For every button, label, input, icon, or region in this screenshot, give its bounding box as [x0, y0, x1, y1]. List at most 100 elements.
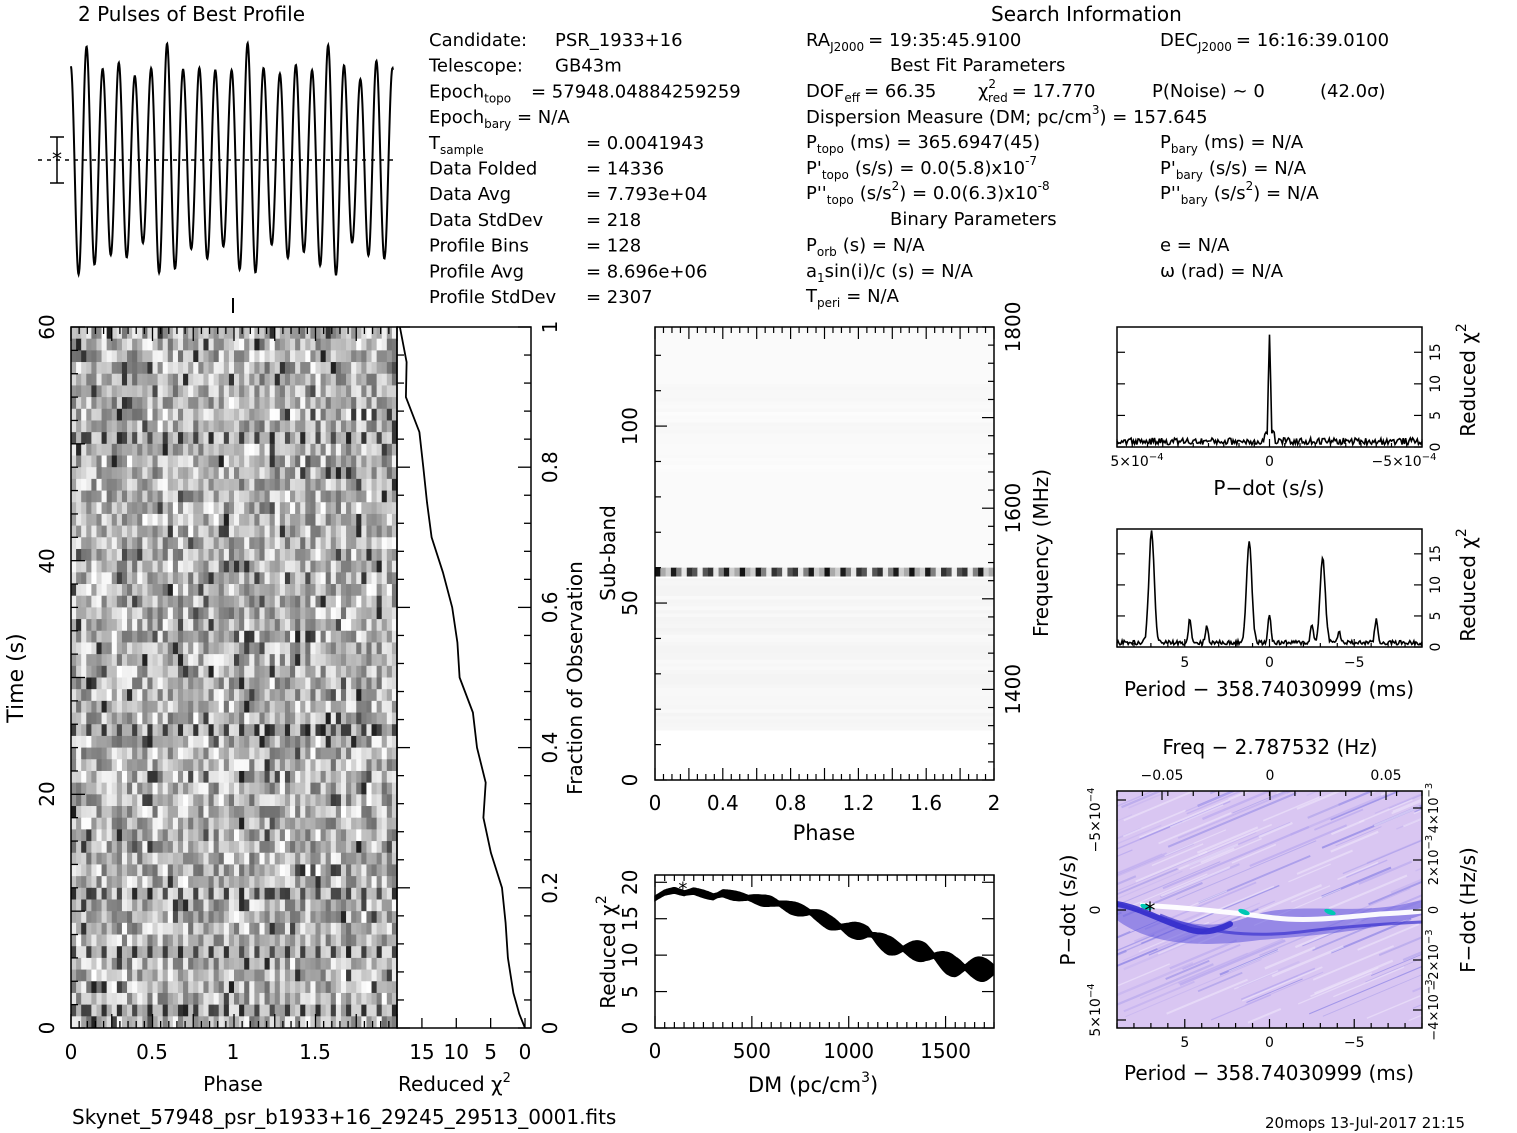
- heatmap-cell: [330, 373, 337, 387]
- heatmap-cell: [320, 841, 327, 854]
- heatmap-cell: [183, 513, 189, 527]
- heatmap-cell: [300, 957, 306, 971]
- heatmap-cell: [239, 502, 245, 515]
- svg-text:DECJ2000= 16:16:39.0100: DECJ2000 = 16:16:39.0100: [1160, 30, 1389, 54]
- heatmap-cell: [203, 560, 210, 573]
- heatmap-cell: [142, 513, 148, 527]
- heatmap-cell: [376, 782, 383, 795]
- heatmap-cell: [259, 992, 266, 1006]
- heatmap-cell: [91, 397, 98, 410]
- heatmap-cell: [274, 969, 281, 982]
- heatmap-cell: [254, 992, 261, 1006]
- heatmap-cell: [386, 887, 393, 901]
- heatmap-cell: [239, 747, 245, 760]
- heatmap-cell: [244, 362, 250, 375]
- heatmap-cell: [376, 992, 383, 1006]
- heatmap-cell: [335, 525, 342, 538]
- heatmap-cell: [351, 864, 357, 877]
- heatmap-cell: [137, 560, 143, 573]
- subband-row: [655, 737, 994, 742]
- x-axis-label: Phase: [203, 1072, 263, 1096]
- heatmap-cell: [356, 887, 362, 901]
- pp-streak-light: [1233, 970, 1279, 990]
- pp-streak: [1308, 965, 1422, 1015]
- heatmap-cell: [86, 770, 92, 784]
- heatmap-cell: [157, 502, 164, 515]
- heatmap-cell: [351, 548, 357, 562]
- heatmap-cell: [284, 689, 291, 702]
- heatmap-cell: [127, 455, 133, 468]
- heatmap-cell: [356, 817, 362, 830]
- heatmap-cell: [101, 642, 108, 655]
- heatmap-cell: [315, 911, 322, 924]
- heatmap-cell: [325, 747, 332, 760]
- heatmap-cell: [249, 852, 255, 866]
- heatmap-cell: [91, 362, 98, 375]
- heatmap-cell: [177, 665, 184, 679]
- heatmap-cell: [213, 770, 220, 784]
- heatmap-cell: [208, 864, 215, 877]
- heatmap-cell: [203, 548, 210, 562]
- heatmap-cell: [152, 654, 159, 667]
- heatmap-cell: [157, 852, 164, 866]
- heatmap-cell: [284, 350, 291, 363]
- heatmap-cell: [346, 420, 352, 433]
- heatmap-cell: [264, 654, 271, 667]
- heatmap-cell: [188, 712, 194, 725]
- heatmap-cell: [279, 455, 286, 468]
- heatmap-cell: [213, 794, 220, 807]
- bright-subband-cell: [670, 567, 677, 577]
- heatmap-cell: [213, 934, 220, 947]
- heatmap-cell: [96, 735, 103, 749]
- heatmap-cell: [351, 794, 357, 807]
- heatmap-cell: [340, 899, 347, 912]
- heatmap-cell: [366, 887, 373, 901]
- heatmap-cell: [198, 946, 205, 959]
- subband-row: [655, 726, 994, 731]
- heatmap-cell: [371, 537, 378, 550]
- bright-subband-cell: [877, 567, 884, 577]
- heatmap-cell: [234, 327, 240, 340]
- heatmap-cell: [81, 922, 87, 936]
- heatmap-cell: [274, 665, 281, 679]
- heatmap-cell: [193, 689, 199, 702]
- bright-subband-cell: [808, 567, 815, 577]
- heatmap-cell: [152, 373, 159, 387]
- heatmap-cell: [137, 864, 143, 877]
- heatmap-cell: [76, 548, 82, 562]
- heatmap-cell: [213, 876, 220, 889]
- heatmap-cell: [391, 513, 397, 527]
- heatmap-cell: [239, 677, 245, 690]
- heatmap-cell: [91, 841, 98, 854]
- heatmap-cell: [310, 1016, 317, 1028]
- heatmap-cell: [152, 595, 159, 608]
- heatmap-cell: [177, 992, 184, 1006]
- heatmap-cell: [351, 806, 357, 819]
- heatmap-cell: [223, 1016, 230, 1028]
- heatmap-cell: [284, 397, 291, 410]
- heatmap-cell: [346, 829, 352, 842]
- heatmap-cell: [259, 922, 266, 936]
- heatmap-cell: [274, 864, 281, 877]
- heatmap-cell: [305, 443, 311, 457]
- heatmap-cell: [386, 607, 393, 620]
- subband-row: [655, 638, 994, 643]
- heatmap-cell: [295, 432, 301, 445]
- heatmap-cell: [264, 992, 271, 1006]
- heatmap-cell: [213, 642, 220, 655]
- heatmap-cell: [279, 876, 286, 889]
- heatmap-cell: [198, 876, 205, 889]
- heatmap-cell: [203, 513, 210, 527]
- heatmap-cell: [391, 735, 397, 749]
- heatmap-cell: [351, 712, 357, 725]
- subband-row: [655, 355, 994, 360]
- heatmap-cell: [284, 677, 291, 690]
- pp-streak: [1046, 984, 1116, 1014]
- heatmap-cell: [315, 373, 322, 387]
- bright-subband-cell: [882, 567, 889, 577]
- heatmap-cell: [203, 420, 210, 433]
- heatmap-cell: [193, 992, 199, 1006]
- heatmap-cell: [249, 724, 255, 737]
- heatmap-cell: [320, 724, 327, 737]
